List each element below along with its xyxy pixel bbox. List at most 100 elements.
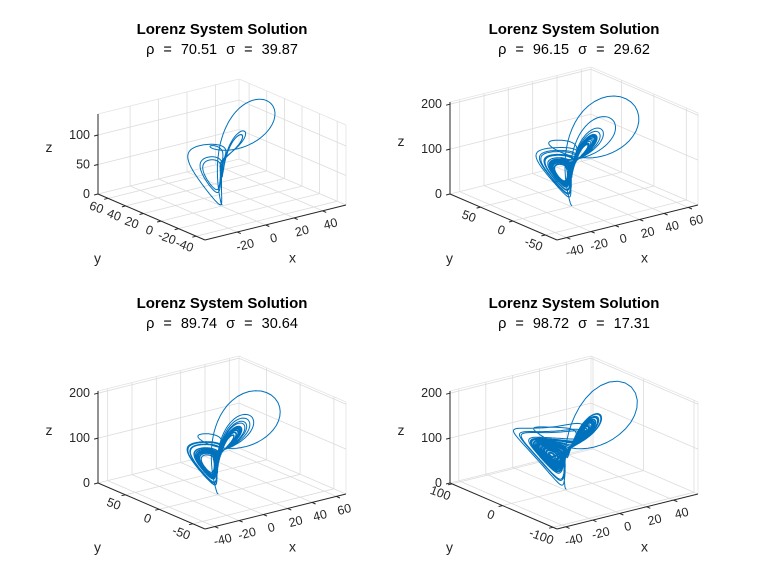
x-tick <box>592 519 597 523</box>
grid-line <box>556 167 665 214</box>
x-tick <box>238 520 243 523</box>
box-top-edge <box>97 355 240 392</box>
x-tick-label: 60 <box>336 501 353 518</box>
grid-line <box>97 158 240 195</box>
y-axis-label: y <box>446 539 453 555</box>
z-tick <box>445 148 451 151</box>
y-tick-label: 20 <box>123 214 141 232</box>
z-tick-label: 200 <box>69 386 90 400</box>
x-axis-label: x <box>289 539 296 555</box>
grid-line <box>238 99 347 147</box>
y-tick-label: -40 <box>174 236 196 255</box>
grid-line <box>480 171 622 208</box>
x-tick <box>615 225 620 228</box>
z-tick-label: 200 <box>421 97 442 111</box>
y-axis-label: y <box>94 539 101 555</box>
x-tick <box>236 231 241 235</box>
box-top-edge <box>590 355 699 403</box>
y-tick-label: 100 <box>428 483 452 503</box>
x-tick-label: -40 <box>564 242 585 260</box>
x-tick <box>311 501 316 505</box>
grid-line <box>590 402 699 450</box>
grid-line <box>97 402 240 439</box>
grid-line <box>485 473 593 521</box>
x-tick-label: 60 <box>688 212 705 229</box>
z-tick <box>445 437 451 440</box>
y-tick-label: -20 <box>156 228 178 247</box>
z-tick <box>445 392 451 395</box>
grid-line <box>97 357 240 394</box>
box-top-edge <box>238 78 347 126</box>
x-tick-label: -40 <box>563 531 584 549</box>
grid-line <box>238 129 347 176</box>
z-tick <box>93 193 99 196</box>
x-tick <box>619 512 624 516</box>
x-tick <box>336 495 341 499</box>
x-axis-label: x <box>289 250 296 266</box>
x-tick <box>590 231 595 234</box>
x-axis-label: x <box>641 539 648 555</box>
grid-line <box>97 129 240 165</box>
y-axis-label: y <box>94 250 101 266</box>
grid-line <box>129 185 238 233</box>
x-tick-label: 0 <box>623 519 633 534</box>
grid-line <box>590 447 699 495</box>
grid-line <box>459 191 567 238</box>
grid-line <box>483 185 592 232</box>
subplot-title: Lorenz System Solution <box>488 21 660 38</box>
x-tick-label: 0 <box>618 231 628 246</box>
grid-line <box>590 357 699 405</box>
y-tick <box>139 213 144 215</box>
z-tick <box>445 103 451 106</box>
grid-line <box>125 170 267 207</box>
grid-line <box>512 185 654 222</box>
y-tick <box>447 483 453 486</box>
y-tick <box>104 197 109 200</box>
grid-line <box>238 447 347 495</box>
subplot-bottom-left-axes: -40 -20 0 20 40 60 -50 0 50 0 100 200 x y z <box>46 355 353 555</box>
y-tick-label: 0 <box>144 223 155 239</box>
x-tick-label: -20 <box>237 525 258 543</box>
x-tick-label: 40 <box>664 218 681 235</box>
grid-line <box>131 474 240 521</box>
x-tick <box>663 212 668 216</box>
lorenz-trajectory <box>535 95 640 206</box>
x-tick-label: -40 <box>212 531 233 549</box>
z-tick-label: 50 <box>76 158 90 172</box>
z-axis-label: z <box>398 133 405 149</box>
y-axis-label: y <box>446 250 453 266</box>
z-axis-label: z <box>398 422 405 438</box>
x-tick-label: 40 <box>312 507 329 524</box>
y-tick <box>188 523 194 526</box>
grid-line <box>97 99 240 136</box>
x-axis <box>204 493 347 530</box>
z-tick-label: 100 <box>421 431 442 445</box>
y-axis <box>449 193 558 241</box>
y-tick-label: 60 <box>88 199 106 217</box>
grid-line <box>238 158 347 206</box>
grid-line <box>449 447 592 484</box>
grid-line <box>192 488 334 525</box>
z-axis-label: z <box>46 139 53 155</box>
y-tick <box>156 220 162 223</box>
y-tick <box>498 505 503 507</box>
grid-line <box>449 68 592 105</box>
box-top-edge <box>449 66 592 103</box>
grid-line <box>545 199 687 236</box>
y-axis <box>97 482 206 530</box>
x-tick <box>265 224 270 227</box>
x-tick-label: 20 <box>639 224 656 241</box>
y-tick <box>121 205 126 208</box>
grid-line <box>180 462 288 509</box>
grid-line <box>196 200 338 237</box>
x-tick-label: -20 <box>235 236 256 254</box>
grid-line <box>590 113 699 161</box>
x-tick-label: -20 <box>589 236 610 254</box>
subplot-subtitle: ρ = 70.51 σ = 39.87 <box>146 42 298 58</box>
x-axis <box>556 493 699 530</box>
y-tick-label: 50 <box>105 495 123 513</box>
grid-line <box>449 357 592 394</box>
